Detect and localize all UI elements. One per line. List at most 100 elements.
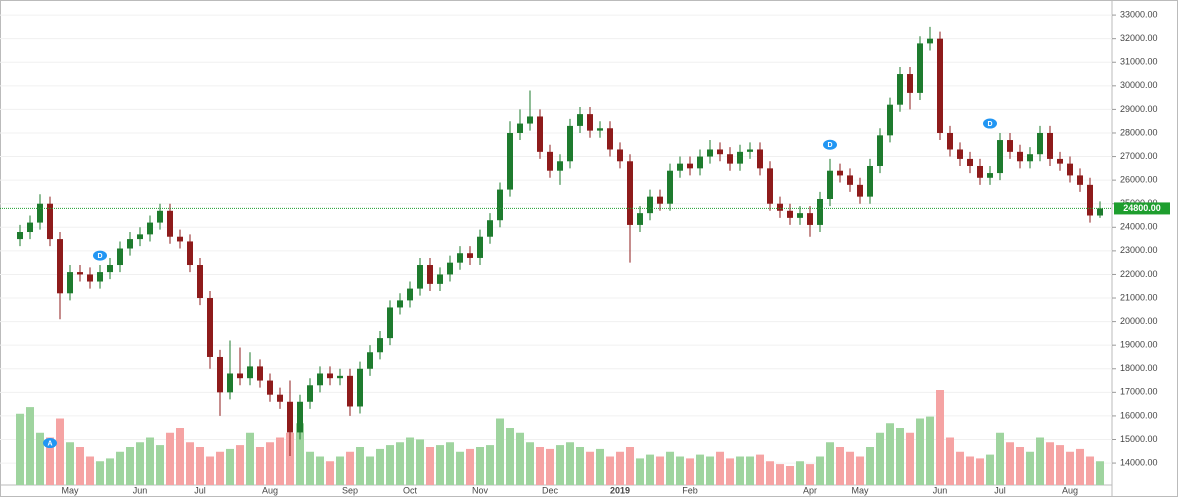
volume-bar (286, 432, 294, 485)
x-tick-label: Nov (472, 485, 489, 495)
candle-body (657, 196, 663, 204)
candle-body (47, 203, 53, 240)
x-tick-label: Apr (803, 485, 817, 495)
volume-bar (1026, 451, 1034, 485)
candle-body (607, 128, 613, 150)
candle-body (537, 116, 543, 152)
volume-bar (946, 437, 954, 485)
x-tick-label: Jun (933, 485, 948, 495)
candle-body (1047, 132, 1053, 159)
y-tick-label: 30000.00 (1120, 80, 1158, 90)
volume-bar (626, 447, 634, 485)
last-price-box (1114, 202, 1170, 215)
candle-body (597, 128, 603, 131)
volume-bar (36, 432, 44, 485)
volume-bar (986, 454, 994, 485)
volume-bar (436, 445, 444, 485)
candle-body (477, 236, 483, 258)
volume-bar (466, 448, 474, 485)
y-tick-label: 26000.00 (1120, 175, 1158, 185)
volume-bar (656, 456, 664, 485)
candle-body (557, 161, 563, 171)
volume-bar (406, 437, 414, 485)
candle-body (457, 253, 463, 263)
candle-body (917, 43, 923, 93)
volume-bar (1096, 461, 1104, 485)
candle-body (997, 140, 1003, 174)
candle-body (1097, 208, 1103, 216)
volume-bar (756, 454, 764, 485)
volume-bar (896, 428, 904, 485)
volume-bar (316, 456, 324, 485)
last-price-label: 24800.00 (1123, 203, 1161, 213)
candle-body (1077, 175, 1083, 185)
volume-bar (866, 447, 874, 485)
candle-body (187, 241, 193, 266)
candle-body (927, 38, 933, 44)
volume-bar (716, 451, 724, 485)
volume-bar (506, 428, 514, 485)
x-tick-label: Feb (682, 485, 698, 495)
x-tick-label: May (851, 485, 869, 495)
volume-bar (356, 447, 364, 485)
volume-bar (446, 442, 454, 485)
candle-body (847, 175, 853, 185)
candle-body (727, 154, 733, 164)
volume-bar (786, 466, 794, 485)
volume-bar (846, 451, 854, 485)
candle-body (987, 173, 993, 178)
candle-body (877, 135, 883, 166)
candle-body (67, 272, 73, 294)
x-tick-label: Jun (133, 485, 148, 495)
candle-body (637, 213, 643, 225)
volume-bar (196, 447, 204, 485)
candle-body (207, 298, 213, 357)
x-tick-label: Aug (262, 485, 278, 495)
candle-body (467, 253, 473, 258)
x-tick-label: 2019 (610, 485, 630, 495)
x-tick-label: Sep (342, 485, 358, 495)
candle-body (337, 375, 343, 379)
volume-bar (576, 447, 584, 485)
candle-body (687, 163, 693, 169)
candle-body (497, 189, 503, 221)
volume-bar (16, 413, 24, 485)
candle-body (267, 380, 273, 395)
event-marker (983, 118, 997, 129)
candle-body (217, 356, 223, 393)
candle-body (547, 151, 553, 171)
volume-bar (596, 448, 604, 485)
volume-bar (796, 461, 804, 485)
candle-body (837, 170, 843, 176)
y-tick-label: 24000.00 (1120, 222, 1158, 232)
volume-bar (586, 451, 594, 485)
volume-bar (726, 458, 734, 485)
candle-body (157, 210, 163, 223)
candle-body (307, 385, 313, 402)
candle-body (817, 198, 823, 225)
candle-body (827, 170, 833, 199)
volume-bar (426, 447, 434, 485)
volume-bar (106, 458, 114, 485)
y-tick-label: 22000.00 (1120, 269, 1158, 279)
candle-body (527, 116, 533, 124)
candle-body (797, 213, 803, 218)
volume-bar (646, 454, 654, 485)
volume-bar (666, 451, 674, 485)
event-label: D (827, 142, 832, 149)
volume-bar (246, 432, 254, 485)
x-tick-label: Oct (403, 485, 418, 495)
candle-body (487, 220, 493, 237)
y-tick-label: 32000.00 (1120, 33, 1158, 43)
candle-body (417, 265, 423, 289)
candle-body (747, 149, 753, 152)
candle-body (1017, 151, 1023, 162)
volume-bar (256, 447, 264, 485)
volume-bar (1046, 442, 1054, 485)
volume-bar (386, 445, 394, 485)
candle-body (437, 274, 443, 284)
volume-bar (376, 448, 384, 485)
candle-body (317, 373, 323, 386)
